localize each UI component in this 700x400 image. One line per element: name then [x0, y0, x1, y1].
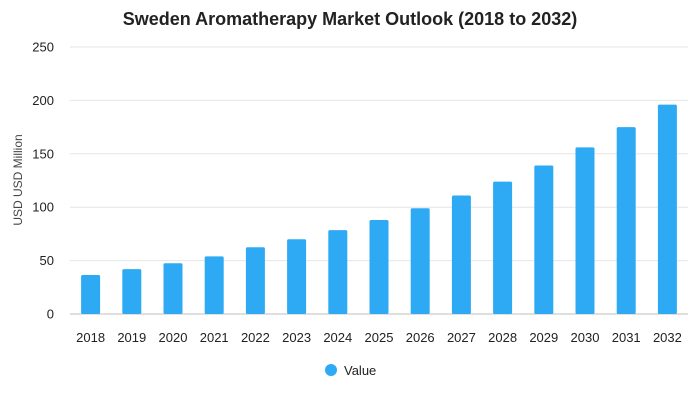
bar-2031[interactable]: [616, 127, 636, 314]
x-tick-label: 2032: [653, 330, 682, 345]
y-tick-label: 100: [32, 200, 54, 215]
x-tick-label: 2026: [406, 330, 435, 345]
bar-2032[interactable]: [657, 104, 677, 314]
x-tick-label: 2029: [529, 330, 558, 345]
x-tick-label: 2025: [365, 330, 394, 345]
legend[interactable]: Value: [325, 363, 376, 378]
bar-2030[interactable]: [575, 147, 595, 314]
y-tick-label: 200: [32, 93, 54, 108]
bar-2025[interactable]: [369, 220, 389, 314]
y-axis-ticks: 0 50 100 150 200 250: [32, 40, 54, 322]
chart-title: Sweden Aromatherapy Market Outlook (2018…: [123, 9, 577, 29]
x-tick-label: 2023: [282, 330, 311, 345]
bar-2029[interactable]: [534, 165, 554, 314]
x-tick-label: 2018: [76, 330, 105, 345]
x-tick-label: 2024: [323, 330, 352, 345]
y-tick-label: 250: [32, 40, 54, 55]
legend-label-value: Value: [344, 363, 376, 378]
bar-2021[interactable]: [204, 256, 224, 314]
y-tick-label: 0: [47, 307, 54, 322]
bar-2024[interactable]: [328, 230, 348, 314]
bar-2026[interactable]: [410, 208, 430, 314]
x-tick-label: 2027: [447, 330, 476, 345]
x-tick-label: 2022: [241, 330, 270, 345]
y-tick-label: 50: [40, 253, 54, 268]
y-tick-label: 150: [32, 146, 54, 161]
x-tick-label: 2028: [488, 330, 517, 345]
x-tick-label: 2019: [117, 330, 146, 345]
x-tick-label: 2020: [159, 330, 188, 345]
x-tick-label: 2031: [612, 330, 641, 345]
bar-2019[interactable]: [122, 269, 142, 314]
y-axis-label: USD USD Million: [11, 134, 25, 225]
x-tick-label: 2030: [571, 330, 600, 345]
bar-2027[interactable]: [451, 195, 471, 314]
bar-2023[interactable]: [287, 239, 307, 314]
bars: [81, 104, 677, 314]
bar-2028[interactable]: [493, 181, 513, 314]
bar-2022[interactable]: [245, 247, 265, 314]
bar-2020[interactable]: [163, 263, 183, 314]
legend-marker-value: [325, 364, 337, 376]
x-axis-ticks: 2018 2019 2020 2021 2022 2023 2024 2025 2026 2027…: [76, 330, 682, 345]
bar-2018[interactable]: [81, 275, 101, 314]
x-tick-label: 2021: [200, 330, 229, 345]
